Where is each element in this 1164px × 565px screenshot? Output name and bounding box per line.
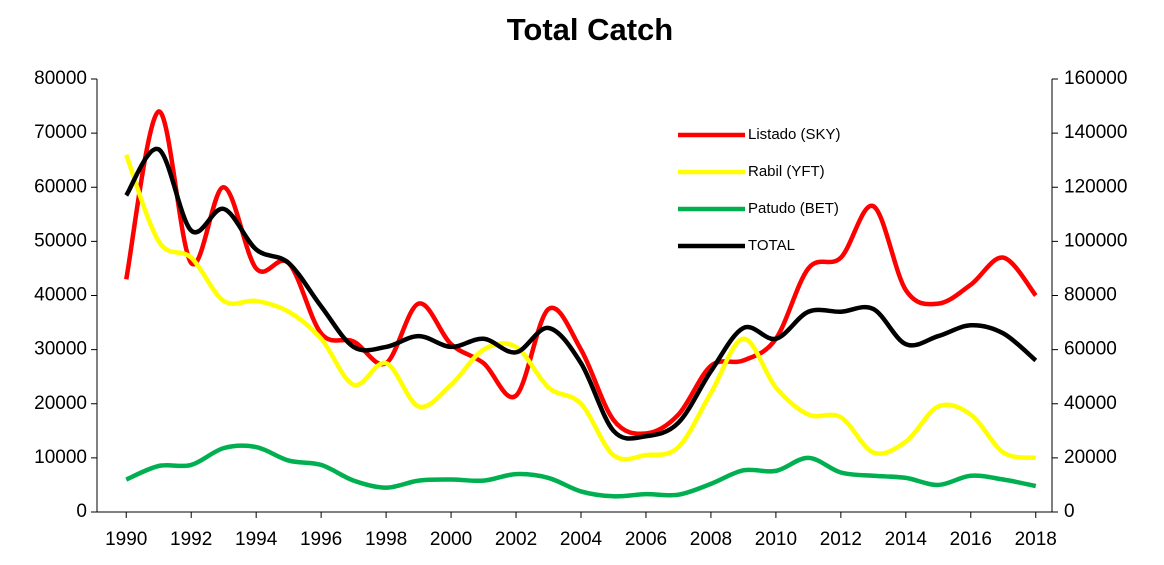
legend-label: Patudo (BET) bbox=[748, 200, 839, 217]
y-tick-label: 30000 bbox=[34, 339, 87, 360]
y2-tick-label: 140000 bbox=[1064, 122, 1127, 143]
y-tick-label: 50000 bbox=[34, 230, 87, 251]
y2-tick-label: 80000 bbox=[1064, 285, 1117, 306]
legend-label: TOTAL bbox=[748, 237, 795, 254]
series-line bbox=[125, 443, 1037, 499]
chart-title: Total Catch bbox=[507, 12, 674, 47]
x-tick-label: 2014 bbox=[885, 529, 928, 550]
series-line bbox=[124, 153, 1037, 462]
x-tick-label: 2006 bbox=[625, 529, 667, 550]
y-tick-label: 60000 bbox=[34, 176, 87, 197]
x-tick-label: 2010 bbox=[755, 529, 797, 550]
x-tick-label: 1990 bbox=[105, 529, 147, 550]
y-tick-label: 70000 bbox=[34, 122, 87, 143]
x-tick-label: 1994 bbox=[235, 529, 278, 550]
y-tick-label: 40000 bbox=[34, 285, 87, 306]
y-tick-label: 10000 bbox=[34, 447, 87, 468]
y-tick-label: 80000 bbox=[34, 68, 87, 89]
y2-tick-label: 40000 bbox=[1064, 393, 1117, 414]
x-tick-label: 1998 bbox=[365, 529, 407, 550]
series-line bbox=[124, 109, 1038, 437]
y2-tick-label: 20000 bbox=[1064, 447, 1117, 468]
y2-tick-label: 100000 bbox=[1064, 230, 1127, 251]
x-tick-label: 2016 bbox=[950, 529, 992, 550]
y2-tick-label: 60000 bbox=[1064, 339, 1117, 360]
legend-label: Rabil (YFT) bbox=[748, 163, 825, 180]
x-tick-label: 2012 bbox=[820, 529, 862, 550]
x-tick-label: 2000 bbox=[430, 529, 472, 550]
y-tick-label: 0 bbox=[76, 501, 87, 522]
y2-tick-label: 120000 bbox=[1064, 176, 1127, 197]
x-tick-label: 1996 bbox=[300, 529, 342, 550]
y2-tick-label: 0 bbox=[1064, 501, 1075, 522]
y-tick-label: 20000 bbox=[34, 393, 87, 414]
series-line bbox=[124, 146, 1038, 441]
x-tick-label: 2004 bbox=[560, 529, 603, 550]
x-tick-label: 1992 bbox=[170, 529, 212, 550]
legend-label: Listado (SKY) bbox=[748, 126, 841, 143]
y2-tick-label: 160000 bbox=[1064, 68, 1127, 89]
x-tick-label: 2018 bbox=[1015, 529, 1057, 550]
x-tick-label: 2002 bbox=[495, 529, 537, 550]
x-tick-label: 2008 bbox=[690, 529, 732, 550]
